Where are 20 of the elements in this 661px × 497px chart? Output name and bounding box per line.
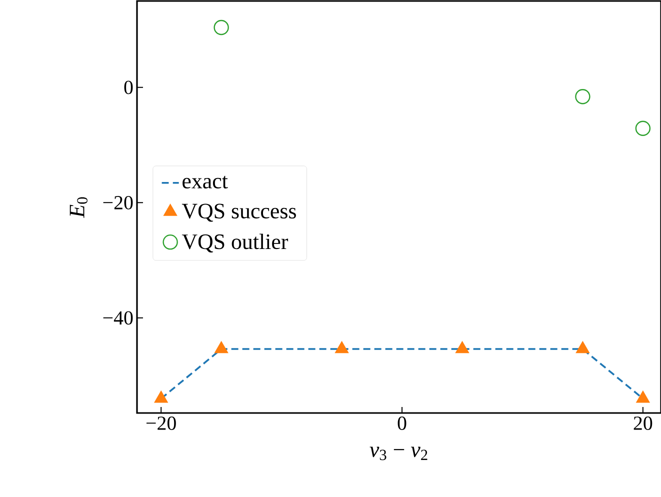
- point: [575, 89, 590, 104]
- y-tick-label: 0: [124, 80, 133, 94]
- point: [335, 341, 348, 354]
- point: [635, 120, 651, 136]
- x-tick-label: −20: [146, 416, 176, 430]
- point: [636, 390, 650, 403]
- y-tick-label: −40: [103, 311, 133, 325]
- point: [456, 341, 469, 354]
- legend-label: exact: [182, 176, 228, 188]
- legend-label: VQS success: [182, 204, 296, 222]
- y-tick-label: −20: [103, 196, 133, 210]
- point: [154, 390, 168, 403]
- point: [214, 20, 229, 36]
- point: [576, 341, 590, 354]
- y-axis-title: E$_{0}$: [70, 197, 88, 218]
- x-tick-label: 0: [398, 416, 406, 430]
- x-axis-title: ν$_{3}$ − ν$_{2}$: [370, 446, 428, 460]
- legend-label: VQS outlier: [182, 234, 288, 252]
- point: [214, 341, 228, 354]
- x-tick-label: 20: [634, 416, 652, 430]
